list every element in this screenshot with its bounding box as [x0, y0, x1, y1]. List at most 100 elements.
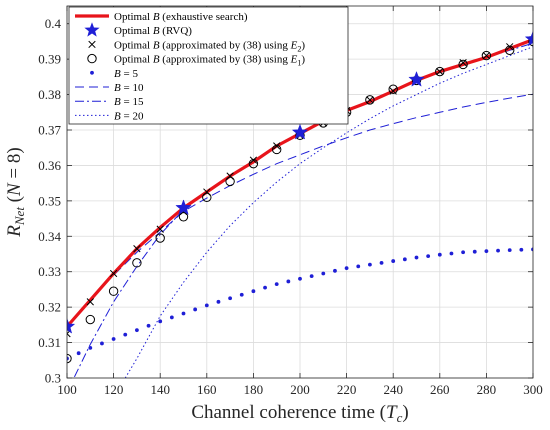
circle-marker: [458, 59, 468, 70]
series-dot: [100, 341, 104, 346]
series-dot: [239, 292, 244, 297]
legend-swatch: [90, 70, 94, 75]
series-dot: [181, 311, 186, 316]
x-tick-label: 260: [430, 382, 450, 397]
x-marker: [203, 188, 211, 196]
legend-item: B = 20: [75, 110, 144, 122]
x-marker: [436, 67, 444, 76]
y-tick-label: 0.37: [38, 123, 61, 138]
legend-label: B = 15: [114, 96, 144, 108]
y-tick-label: 0.4: [45, 16, 62, 31]
star-marker: [67, 317, 76, 334]
series-6: [73, 42, 533, 378]
x-marker: [109, 269, 118, 278]
series-dot: [519, 247, 524, 252]
series-dot: [263, 285, 267, 290]
legend-label: B = 5: [114, 68, 138, 80]
series-dot: [472, 249, 477, 254]
series-layer: [67, 30, 533, 378]
series-dot: [356, 264, 361, 269]
legend-item: Optimal B (RVQ): [84, 22, 192, 37]
series-dot: [216, 299, 221, 304]
series-dot: [76, 351, 81, 356]
series-dot: [437, 252, 442, 257]
series-dot: [88, 345, 93, 350]
x-marker: [273, 142, 281, 150]
legend-item: Optimal B (approximated by (38) using E2…: [88, 39, 305, 53]
legend-item: B = 5: [90, 68, 138, 80]
series-dot: [426, 254, 431, 259]
legend-item: B = 10: [75, 82, 144, 94]
series-dot: [402, 257, 407, 262]
circle-marker: [108, 286, 119, 296]
legend-label: B = 10: [114, 82, 144, 94]
x-tick-label: 120: [104, 382, 124, 397]
y-axis-title: RNet (N = 8): [4, 147, 27, 237]
y-tick-label: 0.31: [38, 335, 61, 350]
legend: Optimal B (exhaustive search) Optimal B (…: [68, 6, 349, 125]
x-tick-label: 220: [337, 382, 357, 397]
series-dot: [484, 249, 489, 254]
series-dot: [344, 266, 349, 271]
legend-label: Optimal B (RVQ): [114, 25, 192, 37]
series-dot: [169, 315, 174, 320]
series-dot: [123, 332, 128, 337]
series-dot: [309, 274, 314, 279]
y-tick-label: 0.35: [38, 193, 61, 208]
legend-label: B = 20: [114, 110, 144, 122]
series-dot: [204, 303, 209, 308]
x-tick-label: 100: [57, 382, 77, 397]
circle-marker: [132, 258, 142, 268]
series-7: [124, 46, 533, 378]
legend-item: Optimal B (approximated by (38) using E1…: [87, 54, 305, 68]
y-tick-label: 0.34: [38, 229, 61, 244]
series-dot: [286, 279, 291, 284]
series-dot: [228, 296, 233, 301]
circle-marker: [435, 66, 445, 77]
y-tick-label: 0.32: [38, 300, 61, 315]
star-marker: [408, 70, 425, 87]
x-tick-label: 240: [383, 382, 403, 397]
legend-item: Optimal B (exhaustive search): [75, 11, 248, 23]
y-tick-label: 0.36: [38, 158, 61, 173]
series-dot: [414, 255, 419, 260]
series-line: [124, 46, 533, 378]
series-dot: [333, 268, 337, 273]
x-tick-label: 300: [523, 382, 543, 397]
legend-swatch: [88, 40, 96, 49]
series-5: [67, 93, 533, 326]
legend-label: Optimal B (exhaustive search): [114, 11, 248, 23]
series-dot: [507, 248, 512, 253]
legend-label: Optimal B (approximated by (38) using E2…: [114, 39, 305, 53]
circle-marker: [225, 176, 235, 187]
x-tick-label: 140: [150, 382, 170, 397]
series-dot: [391, 259, 396, 263]
y-tick-label: 0.38: [38, 87, 61, 102]
series-dot: [368, 262, 372, 267]
legend-box: [68, 6, 349, 125]
series-dot: [274, 282, 279, 287]
series-dot: [449, 251, 454, 256]
circle-marker: [155, 233, 165, 243]
series-dot: [251, 289, 256, 294]
circle-marker: [85, 314, 96, 325]
x-tick-label: 200: [290, 382, 310, 397]
star-marker: [524, 30, 533, 47]
x-marker: [389, 87, 397, 95]
legend-label: Optimal B (approximated by (38) using E1…: [114, 54, 305, 68]
series-dot: [496, 248, 500, 253]
circle-marker: [481, 50, 492, 61]
series-line: [73, 42, 533, 378]
circle-marker: [178, 212, 189, 222]
circle-marker: [365, 95, 375, 105]
x-tick-label: 280: [477, 382, 497, 397]
y-tick-label: 0.3: [45, 371, 61, 386]
star-marker: [291, 123, 309, 140]
series-dot: [531, 247, 533, 252]
series-dot: [298, 276, 302, 281]
series-dot: [67, 356, 69, 361]
series-dot: [379, 260, 384, 265]
y-tick-label: 0.33: [38, 264, 61, 279]
legend-item: B = 15: [75, 96, 144, 108]
